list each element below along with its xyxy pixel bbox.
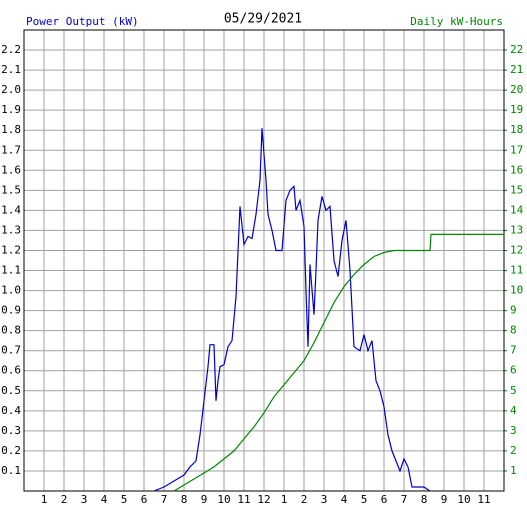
x-tick-label: 4 <box>341 493 348 506</box>
x-tick-label: 7 <box>161 493 168 506</box>
y-tick-label: 0.2 <box>1 444 21 457</box>
y2-tick-label: 4 <box>510 404 517 417</box>
y2-tick-label: 15 <box>510 183 523 196</box>
y-tick-label: 0.3 <box>1 424 21 437</box>
y2-tick-label: 3 <box>510 424 517 437</box>
y2-tick-label: 9 <box>510 304 517 317</box>
x-tick-label: 8 <box>181 493 188 506</box>
y-tick-label: 1.2 <box>1 243 21 256</box>
y2-tick-label: 6 <box>510 364 517 377</box>
y-tick-label: 0.9 <box>1 304 21 317</box>
y-tick-label: 1.6 <box>1 163 21 176</box>
y2-tick-label: 5 <box>510 384 517 397</box>
data-line <box>173 233 504 492</box>
x-tick-label: 11 <box>477 493 490 506</box>
y2-tick-label: 1 <box>510 464 517 477</box>
x-tick-label: 6 <box>381 493 388 506</box>
y-axis-title: Power Output (kW) <box>26 15 139 28</box>
y-tick-label: 1.0 <box>1 284 21 297</box>
x-tick-label: 6 <box>141 493 148 506</box>
y-tick-label: 2.1 <box>1 63 21 76</box>
y2-tick-label: 18 <box>510 123 523 136</box>
y2-tick-label: 12 <box>510 243 523 256</box>
y-tick-label: 2.2 <box>1 43 21 56</box>
y-tick-label: 1.9 <box>1 103 21 116</box>
plot-border <box>23 29 505 492</box>
y-tick-label: 0.4 <box>1 404 21 417</box>
y-tick-label: 2.0 <box>1 83 21 96</box>
y2-tick-label: 7 <box>510 344 517 357</box>
x-tick-label: 12 <box>257 493 270 506</box>
x-tick-label: 5 <box>361 493 368 506</box>
y-tick-label: 1.7 <box>1 143 21 156</box>
y2-tick-label: 20 <box>510 83 523 96</box>
chart-title: 05/29/2021 <box>224 12 302 27</box>
x-tick-label: 9 <box>201 493 208 506</box>
x-tick-label: 2 <box>61 493 68 506</box>
y-tick-label: 1.4 <box>1 203 21 216</box>
x-tick-label: 1 <box>281 493 288 506</box>
y-tick-label: 1.5 <box>1 183 21 196</box>
y2-tick-label: 2 <box>510 444 517 457</box>
y-tick-label: 0.8 <box>1 324 21 337</box>
y2-tick-label: 16 <box>510 163 523 176</box>
y-tick-label: 1.1 <box>1 264 21 277</box>
x-tick-label: 1 <box>41 493 48 506</box>
y2-tick-label: 10 <box>510 284 523 297</box>
y-tick-label: 0.6 <box>1 364 21 377</box>
y2-tick-label: 17 <box>510 143 523 156</box>
x-tick-label: 7 <box>401 493 408 506</box>
y-tick-label: 0.1 <box>1 464 21 477</box>
y-tick-label: 0.7 <box>1 344 21 357</box>
y2-tick-label: 11 <box>510 264 523 277</box>
y2-tick-label: 8 <box>510 324 517 337</box>
x-tick-label: 3 <box>81 493 88 506</box>
y2-tick-label: 13 <box>510 223 523 236</box>
data-line <box>153 128 431 492</box>
y2-tick-label: 14 <box>510 203 524 216</box>
x-tick-label: 10 <box>217 493 230 506</box>
y2-tick-label: 19 <box>510 103 523 116</box>
x-tick-label: 2 <box>301 493 308 506</box>
x-tick-label: 3 <box>321 493 328 506</box>
x-tick-label: 11 <box>237 493 250 506</box>
y-tick-label: 1.8 <box>1 123 21 136</box>
y2-tick-label: 22 <box>510 43 523 56</box>
y-tick-label: 0.5 <box>1 384 21 397</box>
x-tick-label: 9 <box>441 493 448 506</box>
x-tick-label: 5 <box>121 493 128 506</box>
y2-tick-label: 21 <box>510 63 523 76</box>
x-tick-label: 4 <box>101 493 108 506</box>
y2-axis-title: Daily kW-Hours <box>410 15 503 28</box>
y-tick-label: 1.3 <box>1 223 21 236</box>
x-tick-label: 8 <box>421 493 428 506</box>
x-tick-label: 10 <box>457 493 470 506</box>
